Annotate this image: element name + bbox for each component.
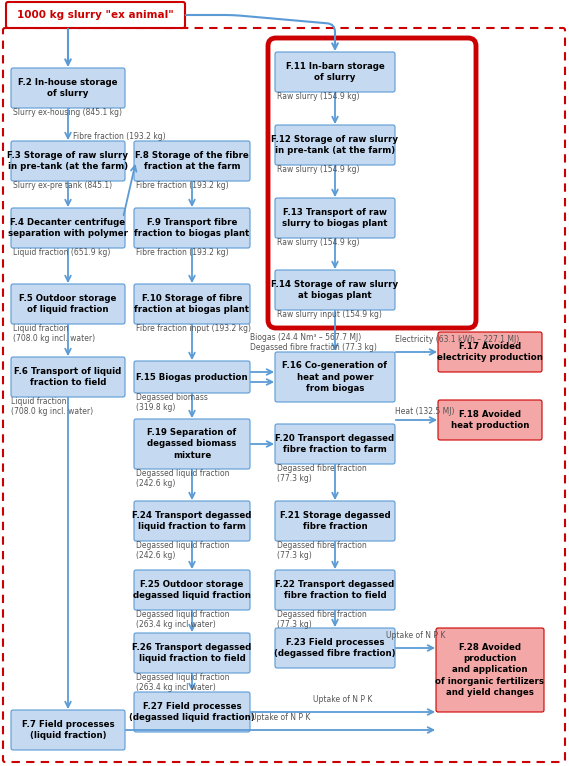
Text: 1000 kg slurry "ex animal": 1000 kg slurry "ex animal" (17, 10, 174, 20)
Text: F.4 Decanter centrifuge
separation with polymer: F.4 Decanter centrifuge separation with … (8, 218, 128, 238)
Text: Fibre fraction (193.2 kg): Fibre fraction (193.2 kg) (136, 248, 229, 257)
FancyBboxPatch shape (134, 570, 250, 610)
Text: F.9 Transport fibre
fraction to biogas plant: F.9 Transport fibre fraction to biogas p… (134, 218, 250, 238)
Text: Uptake of N P K: Uptake of N P K (251, 713, 310, 722)
FancyBboxPatch shape (275, 52, 395, 92)
Text: Slurry ex-pre tank (845.1): Slurry ex-pre tank (845.1) (13, 181, 112, 190)
FancyBboxPatch shape (11, 357, 125, 397)
FancyBboxPatch shape (11, 141, 125, 181)
FancyBboxPatch shape (134, 633, 250, 673)
Text: Liquid fraction (651.9 kg): Liquid fraction (651.9 kg) (13, 248, 110, 257)
Text: Fibre fraction (193.2 kg): Fibre fraction (193.2 kg) (73, 132, 166, 141)
FancyBboxPatch shape (275, 270, 395, 310)
FancyBboxPatch shape (134, 692, 250, 732)
Text: Heat (132.5 MJ): Heat (132.5 MJ) (395, 407, 455, 416)
Text: Raw slurry (154.9 kg): Raw slurry (154.9 kg) (277, 238, 360, 247)
FancyBboxPatch shape (11, 68, 125, 108)
FancyBboxPatch shape (11, 710, 125, 750)
Text: Uptake of N P K: Uptake of N P K (314, 695, 373, 704)
FancyBboxPatch shape (11, 208, 125, 248)
FancyBboxPatch shape (275, 125, 395, 165)
Text: F.18 Avoided
heat production: F.18 Avoided heat production (451, 410, 529, 430)
Text: Degassed liquid fraction
(263.4 kg incl water): Degassed liquid fraction (263.4 kg incl … (136, 610, 229, 630)
FancyBboxPatch shape (6, 2, 185, 28)
FancyBboxPatch shape (275, 628, 395, 668)
FancyBboxPatch shape (275, 570, 395, 610)
Text: F.6 Transport of liquid
fraction to field: F.6 Transport of liquid fraction to fiel… (14, 367, 122, 387)
Text: F.21 Storage degassed
fibre fraction: F.21 Storage degassed fibre fraction (280, 511, 390, 531)
Text: F.11 In-barn storage
of slurry: F.11 In-barn storage of slurry (286, 62, 385, 82)
Text: Fibre fraction input (193.2 kg): Fibre fraction input (193.2 kg) (136, 324, 251, 333)
FancyBboxPatch shape (436, 628, 544, 712)
FancyBboxPatch shape (134, 501, 250, 541)
Text: F.8 Storage of the fibre
fraction at the farm: F.8 Storage of the fibre fraction at the… (135, 151, 249, 171)
FancyBboxPatch shape (438, 332, 542, 372)
Text: Degassed liquid fraction
(242.6 kg): Degassed liquid fraction (242.6 kg) (136, 541, 229, 561)
Text: F.12 Storage of raw slurry
in pre-tank (at the farm): F.12 Storage of raw slurry in pre-tank (… (271, 135, 398, 155)
Text: F.27 Field processes
(degassed liquid fraction): F.27 Field processes (degassed liquid fr… (129, 702, 255, 722)
Text: F.14 Storage of raw slurry
at biogas plant: F.14 Storage of raw slurry at biogas pla… (271, 280, 398, 300)
Text: Slurry ex-housing (845.1 kg): Slurry ex-housing (845.1 kg) (13, 108, 122, 117)
Text: F.23 Field processes
(degassed fibre fraction): F.23 Field processes (degassed fibre fra… (274, 638, 396, 658)
Text: F.5 Outdoor storage
of liquid fraction: F.5 Outdoor storage of liquid fraction (19, 294, 117, 314)
Text: F.15 Biogas production: F.15 Biogas production (136, 372, 248, 381)
Text: F.13 Transport of raw
slurry to biogas plant: F.13 Transport of raw slurry to biogas p… (282, 208, 387, 228)
FancyBboxPatch shape (134, 141, 250, 181)
Text: F.19 Separation of
degassed biomass
mixture: F.19 Separation of degassed biomass mixt… (147, 428, 237, 460)
Text: F.26 Transport degassed
liquid fraction to field: F.26 Transport degassed liquid fraction … (133, 643, 251, 663)
Text: Degassed fibre fraction
(77.3 kg): Degassed fibre fraction (77.3 kg) (277, 464, 367, 483)
Text: F.24 Transport degassed
liquid fraction to farm: F.24 Transport degassed liquid fraction … (133, 511, 251, 531)
FancyBboxPatch shape (11, 284, 125, 324)
Text: F.16 Co-generation of
heat and power
from biogas: F.16 Co-generation of heat and power fro… (282, 362, 387, 393)
Text: F.25 Outdoor storage
degassed liquid fraction: F.25 Outdoor storage degassed liquid fra… (133, 580, 251, 600)
Text: Raw slurry (154.9 kg): Raw slurry (154.9 kg) (277, 92, 360, 101)
FancyBboxPatch shape (134, 361, 250, 393)
Text: Uptake of N P K: Uptake of N P K (386, 631, 445, 640)
Text: Liquid fraction
(708.0 kg incl. water): Liquid fraction (708.0 kg incl. water) (11, 397, 93, 417)
Text: F.7 Field processes
(liquid fraction): F.7 Field processes (liquid fraction) (22, 720, 114, 740)
FancyBboxPatch shape (134, 208, 250, 248)
Text: F.3 Storage of raw slurry
in pre-tank (at the farm): F.3 Storage of raw slurry in pre-tank (a… (7, 151, 129, 171)
FancyBboxPatch shape (275, 352, 395, 402)
Text: Liquid fraction
(708.0 kg incl. water): Liquid fraction (708.0 kg incl. water) (13, 324, 95, 343)
Text: Electricity (63.1 kWh – 227.1 MJ): Electricity (63.1 kWh – 227.1 MJ) (395, 335, 519, 344)
Text: F.17 Avoided
electricity production: F.17 Avoided electricity production (437, 342, 543, 362)
FancyBboxPatch shape (275, 424, 395, 464)
Text: Fibre fraction (193.2 kg): Fibre fraction (193.2 kg) (136, 181, 229, 190)
Text: F.20 Transport degassed
fibre fraction to farm: F.20 Transport degassed fibre fraction t… (275, 434, 394, 454)
Text: Degassed liquid fraction
(263.4 kg incl water): Degassed liquid fraction (263.4 kg incl … (136, 673, 229, 692)
Text: F.2 In-house storage
of slurry: F.2 In-house storage of slurry (18, 78, 118, 98)
Text: F.10 Storage of fibre
fraction at biogas plant: F.10 Storage of fibre fraction at biogas… (134, 294, 249, 314)
Text: Raw slurry input (154.9 kg): Raw slurry input (154.9 kg) (277, 310, 382, 319)
Text: Degassed biomass
(319.8 kg): Degassed biomass (319.8 kg) (136, 393, 208, 412)
Text: Degassed fibre fraction
(77.3 kg): Degassed fibre fraction (77.3 kg) (277, 541, 367, 561)
Text: Degassed fibre fraction
(77.3 kg): Degassed fibre fraction (77.3 kg) (277, 610, 367, 630)
Text: Degassed liquid fraction
(242.6 kg): Degassed liquid fraction (242.6 kg) (136, 469, 229, 489)
FancyBboxPatch shape (275, 198, 395, 238)
Text: F.28 Avoided
production
and application
of inorganic fertilizers
and yield chang: F.28 Avoided production and application … (435, 643, 545, 697)
Text: Raw slurry (154.9 kg): Raw slurry (154.9 kg) (277, 165, 360, 174)
FancyBboxPatch shape (275, 501, 395, 541)
Text: F.22 Transport degassed
fibre fraction to field: F.22 Transport degassed fibre fraction t… (275, 580, 395, 600)
FancyBboxPatch shape (134, 284, 250, 324)
FancyBboxPatch shape (134, 419, 250, 469)
FancyBboxPatch shape (438, 400, 542, 440)
Text: Biogas (24.4 Nm³ – 567.7 MJ)
Degassed fibre fraction (77.3 kg): Biogas (24.4 Nm³ – 567.7 MJ) Degassed fi… (250, 332, 377, 352)
